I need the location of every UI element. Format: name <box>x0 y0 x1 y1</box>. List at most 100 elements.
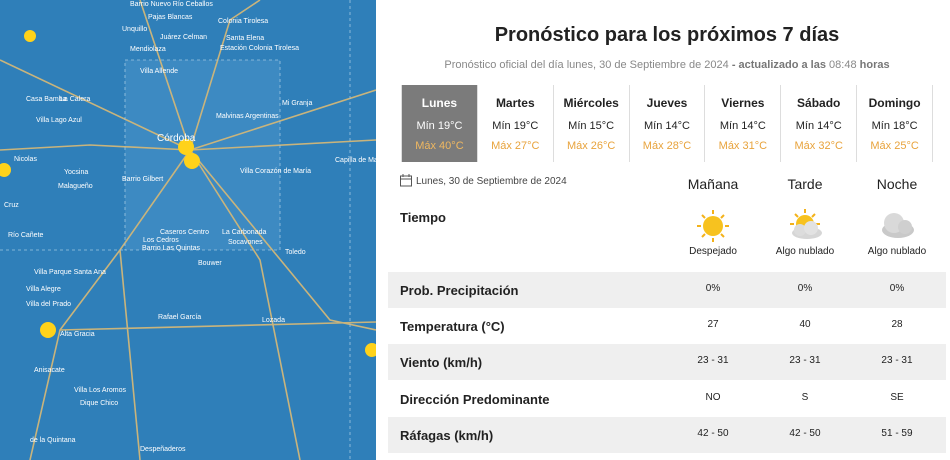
map-label: Villa Parque Santa Ana <box>34 269 106 276</box>
day-min: Mín 19°C <box>492 120 539 132</box>
cell: 23 - 31 <box>881 355 913 367</box>
map-label: Nicolas <box>14 156 37 163</box>
map-label: La Carbonada <box>222 229 266 236</box>
day-max: Máx 26°C <box>566 140 616 152</box>
day-max: Máx 27°C <box>491 140 540 152</box>
weather-icons <box>697 209 914 242</box>
map-label: Barrio Las Quintas <box>142 245 200 252</box>
column-header: Tarde <box>787 176 823 192</box>
table-row <box>388 380 946 417</box>
map-label: Río Cañete <box>8 232 44 239</box>
map-label: Estación Colonia Tirolesa <box>220 45 299 52</box>
map-label: Los Cedros <box>143 237 179 244</box>
table-row <box>388 272 946 308</box>
map-label: Dique Chico <box>80 400 118 407</box>
map-label: Toledo <box>285 249 306 256</box>
day-max: Máx 32°C <box>794 140 843 152</box>
row-label: Dirección Predominante <box>400 391 550 407</box>
day-tab[interactable]: Jueves Mín 14°C Máx 28°C <box>628 85 705 162</box>
map-label: Alta Gracia <box>60 331 95 338</box>
boundaries <box>0 0 351 460</box>
subtitle-time: 08:48 <box>829 59 857 71</box>
sun-icon <box>697 210 729 242</box>
day-name: Lunes <box>421 96 458 110</box>
day-name: Viernes <box>721 96 765 110</box>
column-header: Noche <box>876 176 918 192</box>
cities <box>0 30 376 357</box>
day-min: Mín 19°C <box>416 120 463 132</box>
subtitle-text: Pronóstico oficial del día <box>444 59 564 71</box>
roads <box>0 0 376 460</box>
map-label: Mendiolaza <box>130 46 166 53</box>
cell: 0% <box>889 283 905 294</box>
map-label: Caseros Centro <box>160 229 209 236</box>
map-label: Juárez Celman <box>160 34 207 41</box>
map-label: Villa Lago Azul <box>36 117 82 124</box>
map-label: Lozada <box>262 317 285 324</box>
day-min: Mín 15°C <box>568 120 615 132</box>
day-min: Mín 14°C <box>719 120 766 132</box>
subtitle-text: horas <box>859 59 890 71</box>
map-label: Barrio Nuevo Río Ceballos <box>130 1 213 8</box>
day-name: Jueves <box>646 96 688 110</box>
map-label: Unquillo <box>122 26 147 33</box>
map-label: Despeñaderos <box>140 446 186 453</box>
row-label: Viento (km/h) <box>400 355 483 371</box>
cloud-icon <box>882 213 914 238</box>
row-label: Ráfagas (km/h) <box>400 427 494 443</box>
map-label: Malvinas Argentinas <box>216 113 279 120</box>
cell: 23 - 31 <box>697 355 729 367</box>
table-row <box>388 344 946 381</box>
forecast-panel: Pronóstico para los próximos 7 días Pron… <box>376 0 950 460</box>
day-max: Máx 28°C <box>642 140 692 152</box>
map-label: de la Quintana <box>30 437 76 444</box>
map-label: Colonia Tirolesa <box>218 18 268 25</box>
map-label: Malagueño <box>58 183 93 190</box>
map-label: Córdoba <box>157 133 196 144</box>
cell: 42 - 50 <box>789 427 821 439</box>
table-date: Lunes, 30 de Septiembre de 2024 <box>416 176 567 187</box>
day-tab[interactable]: Lunes Mín 19°C Máx 40°C <box>401 85 477 162</box>
cell: 23 - 31 <box>789 355 821 367</box>
map-label: Villa Los Aromos <box>74 387 127 394</box>
cell: 0% <box>797 283 813 294</box>
map-label: La Calera <box>60 96 90 103</box>
day-tabs: Lunes Mín 19°C Máx 40°C Martes Mín 19°C Máx 2… <box>401 85 933 162</box>
day-name: Miércoles <box>563 96 619 110</box>
condition: Algo nublado <box>867 246 927 257</box>
day-tab[interactable]: Domingo Mín 18°C Máx 25°C <box>856 85 932 162</box>
map-label: Capilla de María <box>335 157 376 164</box>
cell: NO <box>705 391 721 403</box>
day-tab[interactable]: Miércoles Mín 15°C Máx 26°C <box>552 85 629 162</box>
map-label: Socavones <box>228 239 263 246</box>
calendar-icon <box>400 174 412 187</box>
cell: 28 <box>891 319 903 331</box>
row-label: Prob. Precipitación <box>400 283 519 298</box>
cell: SE <box>890 391 904 403</box>
day-name: Martes <box>495 96 535 110</box>
map-label: Villa Allende <box>140 68 178 75</box>
map-label: Cruz <box>4 202 19 209</box>
subtitle-date: lunes, 30 de Septiembre de 2024 <box>566 59 729 71</box>
condition: Algo nublado <box>775 246 835 257</box>
table-row <box>388 308 946 345</box>
table-row <box>388 416 946 453</box>
day-tab[interactable]: Sábado Mín 14°C Máx 32°C <box>780 85 856 162</box>
map-label: Mi Granja <box>282 100 312 107</box>
subtitle-text: - actualizado a las <box>731 59 826 71</box>
cell: S <box>801 391 809 403</box>
day-max: Máx 40°C <box>415 140 464 152</box>
cell: 51 - 59 <box>881 427 913 439</box>
cloud-sun-icon <box>790 209 822 239</box>
day-tab[interactable]: Martes Mín 19°C Máx 27°C <box>476 85 553 162</box>
day-name: Sábado <box>797 96 841 110</box>
map-label: Barrio Gilbert <box>122 176 163 183</box>
map-area <box>125 60 280 250</box>
cell: 42 - 50 <box>697 427 729 439</box>
map-label: Villa Corazón de María <box>240 168 311 175</box>
day-tab[interactable]: Viernes Mín 14°C Máx 31°C <box>704 85 780 162</box>
column-header: Mañana <box>687 176 739 192</box>
map-label: Bouwer <box>198 260 222 267</box>
map-label: Villa del Prado <box>26 301 71 308</box>
